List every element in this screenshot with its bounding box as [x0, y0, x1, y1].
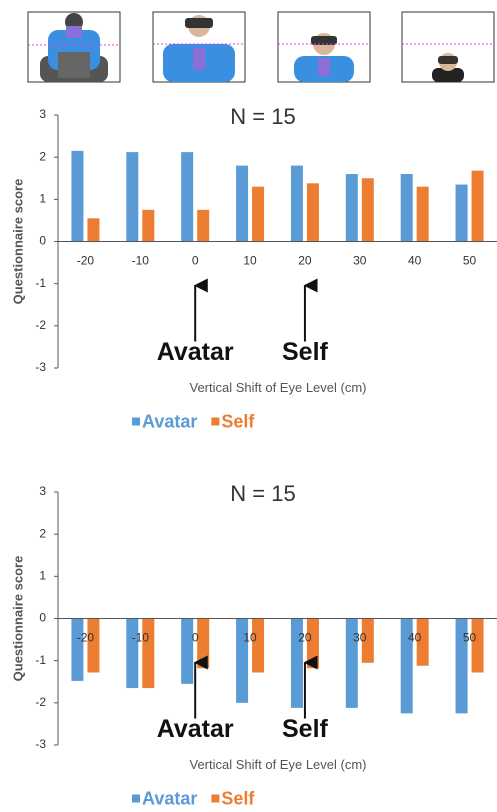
y-tick-label: -1 — [35, 276, 46, 290]
x-tick-label: 0 — [192, 631, 199, 645]
legend-label: Avatar — [142, 411, 197, 431]
bar — [456, 185, 468, 242]
bar — [291, 166, 303, 242]
y-tick-label: -2 — [35, 318, 46, 332]
y-tick-label: 3 — [39, 484, 46, 498]
annotation: Avatar — [157, 338, 234, 366]
thumbnail — [28, 12, 120, 82]
thumbnail — [278, 12, 370, 82]
thumbnail — [402, 12, 494, 82]
bar — [87, 619, 99, 673]
bar — [126, 152, 138, 241]
bar — [126, 619, 138, 689]
bar — [181, 619, 193, 684]
x-tick-label: 20 — [298, 631, 312, 645]
bar — [142, 619, 154, 689]
bar — [346, 174, 358, 241]
y-tick-label: 0 — [39, 234, 46, 248]
bar — [252, 187, 264, 242]
annotation: Self — [282, 338, 329, 366]
annotation: Avatar — [157, 715, 234, 743]
bar — [236, 166, 248, 242]
y-axis-label: Questionnaire score — [10, 179, 25, 305]
x-tick-label: -10 — [132, 631, 150, 645]
legend-swatch — [132, 418, 140, 426]
bar — [362, 178, 374, 241]
x-tick-label: 40 — [408, 631, 422, 645]
x-tick-label: 20 — [298, 254, 312, 268]
bar — [401, 174, 413, 241]
bar — [71, 151, 83, 242]
legend-label: Self — [221, 788, 255, 808]
y-tick-label: 3 — [39, 107, 46, 121]
y-tick-label: 2 — [39, 149, 46, 163]
y-axis-label: Questionnaire score — [10, 556, 25, 682]
y-tick-label: -3 — [35, 737, 46, 751]
bar — [181, 152, 193, 241]
thumbnails — [28, 12, 494, 82]
y-tick-label: -1 — [35, 653, 46, 667]
x-tick-label: 50 — [463, 631, 477, 645]
y-tick-label: 0 — [39, 611, 46, 625]
bar — [197, 210, 209, 242]
x-tick-label: -10 — [132, 254, 150, 268]
x-axis-label: Vertical Shift of Eye Level (cm) — [189, 757, 366, 772]
bar — [252, 619, 264, 673]
legend-swatch — [211, 418, 219, 426]
x-tick-label: 10 — [243, 254, 257, 268]
chart-title: N = 15 — [230, 481, 295, 506]
annotation: Self — [282, 715, 329, 743]
y-tick-label: -2 — [35, 695, 46, 709]
y-tick-label: 1 — [39, 192, 46, 206]
bar — [71, 619, 83, 681]
x-tick-label: 40 — [408, 254, 422, 268]
legend-swatch — [211, 795, 219, 803]
bar — [197, 619, 209, 669]
chart-title: N = 15 — [230, 104, 295, 129]
figure: -3-2-10123N = 15Questionnaire score-20-1… — [0, 0, 497, 812]
legend-label: Self — [221, 411, 255, 431]
bar — [142, 210, 154, 242]
legend-label: Avatar — [142, 788, 197, 808]
bar — [417, 187, 429, 242]
x-tick-label: -20 — [77, 631, 95, 645]
y-tick-label: 1 — [39, 569, 46, 583]
y-tick-label: 2 — [39, 526, 46, 540]
bar — [87, 218, 99, 241]
legend-swatch — [132, 795, 140, 803]
y-tick-label: -3 — [35, 360, 46, 374]
x-tick-label: 10 — [243, 631, 257, 645]
x-tick-label: 50 — [463, 254, 477, 268]
bar — [472, 619, 484, 673]
x-tick-label: 30 — [353, 631, 367, 645]
bar — [307, 183, 319, 241]
page: {"chart_data": [ {"type": "bar", "title"… — [0, 0, 497, 812]
x-tick-label: -20 — [77, 254, 95, 268]
x-axis-label: Vertical Shift of Eye Level (cm) — [189, 380, 366, 395]
thumbnail — [153, 12, 245, 82]
x-tick-label: 30 — [353, 254, 367, 268]
x-tick-label: 0 — [192, 254, 199, 268]
bar — [472, 171, 484, 242]
